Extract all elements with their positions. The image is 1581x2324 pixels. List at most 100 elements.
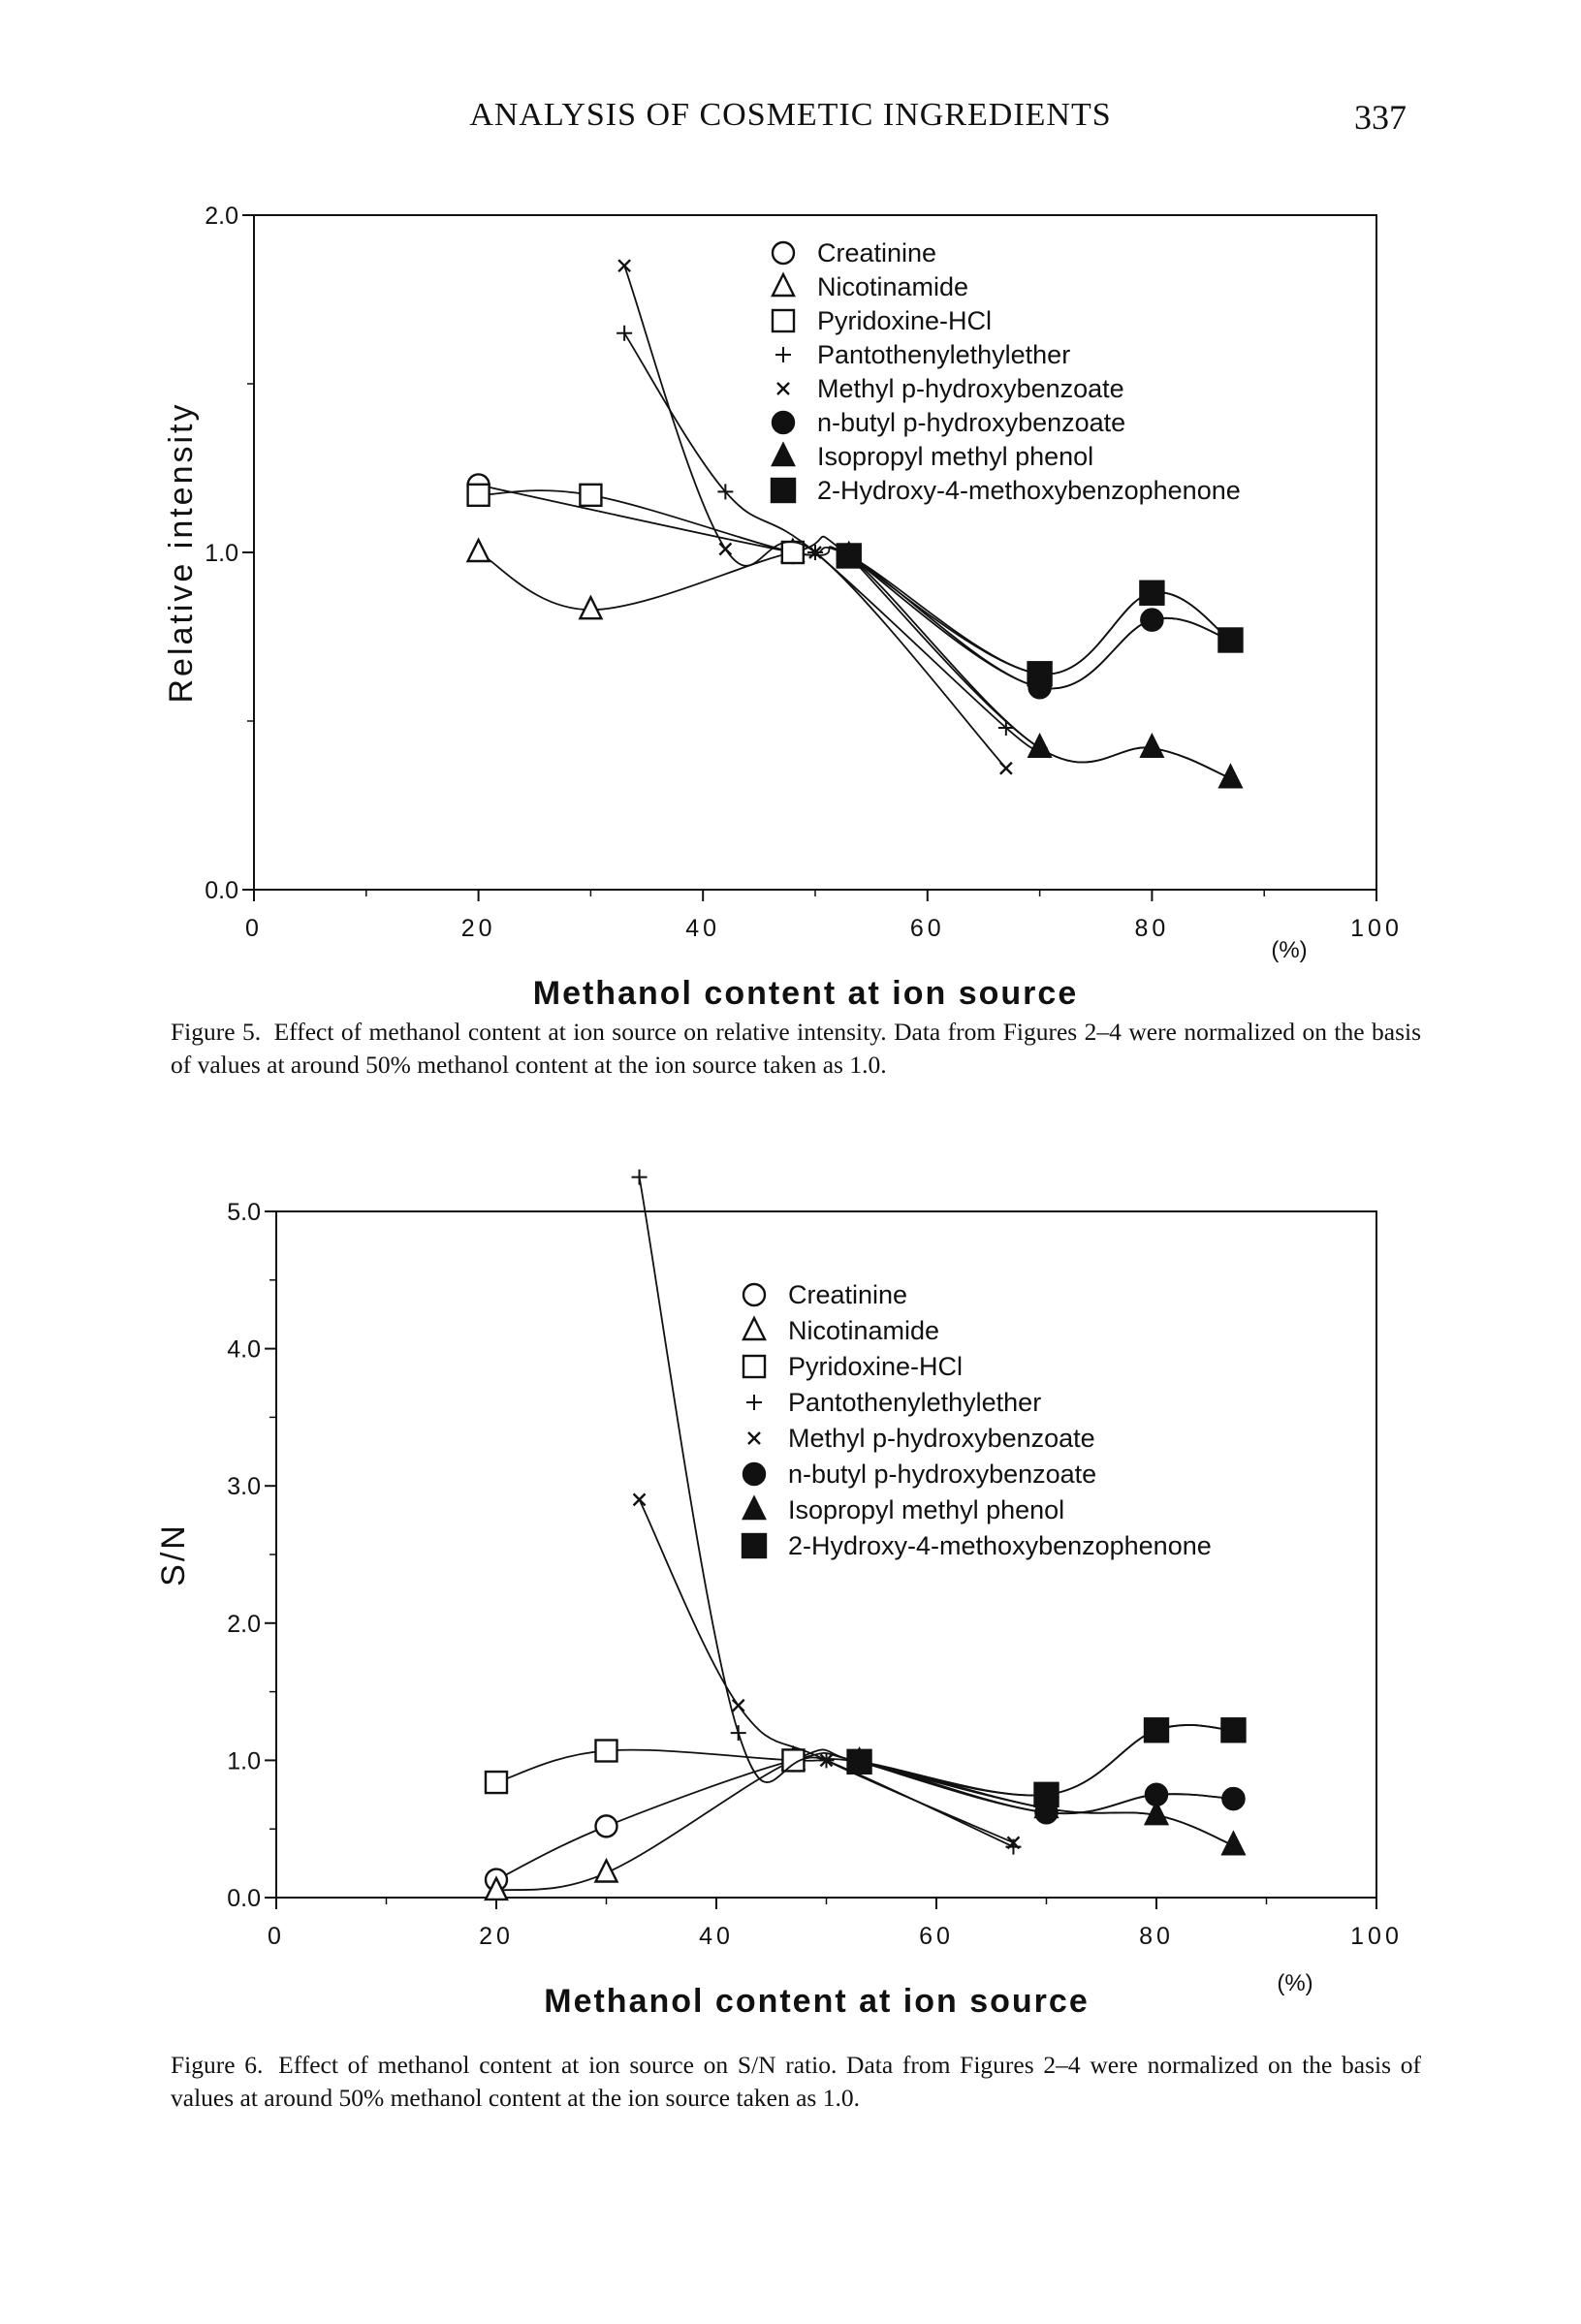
data-point	[1220, 1717, 1247, 1743]
figure-5: 0 20 40 60 80 100 0.0 1.0 2.0 Methanol content at…	[0, 194, 1581, 1153]
legend-marker	[741, 1532, 768, 1559]
data-point	[1144, 1800, 1169, 1826]
data-point	[579, 483, 603, 508]
y-axis-label: S/N	[155, 1523, 192, 1586]
running-head: ANALYSIS OF COSMETIC INGREDIENTS 337	[0, 97, 1581, 145]
x-axis-unit: (%)	[1277, 1970, 1312, 1996]
x-tick-label: 80	[1139, 1923, 1174, 1950]
legend-label: Pantothenylethylether	[817, 340, 1070, 369]
data-point	[836, 543, 862, 569]
data-point	[578, 594, 604, 620]
legend-label: n-butyl p-hydroxybenzoate	[788, 1460, 1096, 1489]
series-methyl-p-hydroxybenzoate	[617, 259, 1013, 775]
data-point	[632, 1492, 647, 1507]
legend-label: Methyl p-hydroxybenzoate	[788, 1424, 1095, 1453]
series-line	[859, 1760, 1234, 1847]
y-tick-label: 2.0	[205, 203, 238, 230]
series-line	[638, 1498, 1014, 1844]
y-tick-label: 0.0	[205, 877, 238, 904]
data-point	[781, 1748, 806, 1773]
figure-6-caption-text: Effect of methanol content at ion source…	[171, 2051, 1422, 2112]
legend: Creatinine Nicotinamide Pyridoxine-HCl Pant…	[741, 1280, 1212, 1560]
data-point	[466, 483, 490, 508]
data-point	[780, 540, 806, 565]
x-tick-label: 20	[479, 1923, 514, 1950]
data-point	[999, 761, 1013, 775]
figure-6-caption-label: Figure 6.	[171, 2051, 264, 2079]
legend-label: Pyridoxine-HCl	[788, 1352, 963, 1381]
legend-label: Creatinine	[817, 238, 936, 267]
data-point	[1139, 733, 1165, 759]
y-tick-label: 3.0	[227, 1473, 261, 1500]
legend-marker	[742, 1354, 767, 1379]
legend-marker	[776, 382, 790, 395]
data-point	[730, 1725, 746, 1742]
legend-marker	[771, 308, 796, 333]
figure-6-caption: Figure 6. Effect of methanol content at …	[171, 2049, 1421, 2115]
legend-label: 2-Hydroxy-4-methoxybenzophenone	[817, 476, 1241, 505]
x-tick-label: 100	[1350, 915, 1403, 942]
data-point	[484, 1875, 509, 1901]
x-tick-label: 20	[461, 915, 496, 942]
legend-marker	[771, 410, 796, 435]
legend-marker	[746, 1395, 762, 1410]
series-methyl-p-hydroxybenzoate	[632, 1492, 1021, 1850]
data-point	[1220, 1830, 1247, 1856]
data-point	[1217, 627, 1244, 653]
x-tick-label: 40	[699, 1923, 734, 1950]
data-point	[1027, 661, 1053, 687]
data-point	[1139, 580, 1165, 606]
x-tick-label: 0	[268, 1923, 285, 1950]
data-point	[1027, 733, 1053, 759]
y-tick-label: 4.0	[227, 1336, 261, 1364]
data-point	[731, 1698, 745, 1712]
data-point	[465, 537, 491, 563]
legend-label: Isopropyl methyl phenol	[788, 1495, 1064, 1524]
data-point	[808, 546, 822, 559]
data-point	[617, 325, 633, 341]
series-line	[848, 554, 1231, 779]
y-axis-label: Relative intensity	[163, 401, 200, 703]
data-point	[717, 484, 734, 500]
chart-relative-intensity: 0 20 40 60 80 100 0.0 1.0 2.0 Methanol content at…	[163, 203, 1403, 1012]
legend-marker	[742, 1494, 767, 1521]
data-point	[1217, 763, 1244, 789]
data-point	[1033, 1781, 1059, 1807]
data-point	[846, 1748, 872, 1775]
legend-marker	[775, 347, 791, 362]
legend-marker	[742, 1315, 767, 1341]
data-point	[1143, 1717, 1170, 1743]
data-point	[617, 259, 631, 273]
series-line	[848, 554, 1231, 675]
legend-marker	[771, 240, 796, 266]
figure-5-caption-label: Figure 5.	[171, 1018, 262, 1046]
y-tick-label: 2.0	[227, 1611, 261, 1638]
legend-marker	[742, 1282, 767, 1307]
legend-label: Creatinine	[788, 1280, 907, 1309]
y-tick-label: 0.0	[227, 1885, 261, 1912]
running-title: ANALYSIS OF COSMETIC INGREDIENTS	[469, 97, 1112, 133]
series-line	[848, 554, 1231, 690]
legend-label: Pantothenylethylether	[788, 1388, 1041, 1417]
data-point	[718, 542, 733, 556]
legend-label: 2-Hydroxy-4-methoxybenzophenone	[788, 1531, 1212, 1560]
series-2-hydroxy-4-methoxybenzophenone	[846, 1717, 1247, 1807]
y-tick-label: 1.0	[227, 1747, 261, 1774]
x-axis-unit: (%)	[1271, 937, 1307, 963]
x-tick-label: 80	[1134, 915, 1169, 942]
legend-label: Nicotinamide	[788, 1316, 939, 1345]
legend-marker	[771, 441, 796, 467]
x-axis-label: Methanol content at ion source	[544, 1983, 1089, 2020]
series-isopropyl-methyl-phenol	[846, 1746, 1247, 1856]
data-point	[594, 1739, 618, 1763]
x-axis-label: Methanol content at ion source	[533, 975, 1078, 1012]
legend-label: Isopropyl methyl phenol	[817, 442, 1093, 471]
series-2-hydroxy-4-methoxybenzophenone	[836, 543, 1244, 687]
legend-label: Pyridoxine-HCl	[817, 306, 992, 335]
x-tick-label: 60	[919, 1923, 954, 1950]
series-line	[859, 1724, 1234, 1797]
y-tick-label: 5.0	[227, 1199, 261, 1226]
legend-marker	[747, 1431, 761, 1445]
figure-5-caption-text: Effect of methanol content at ion source…	[171, 1018, 1422, 1079]
x-tick-label: 40	[685, 915, 720, 942]
